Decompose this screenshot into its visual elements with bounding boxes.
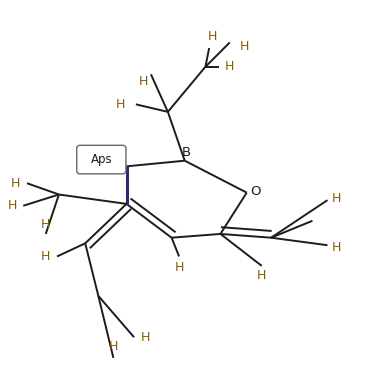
Text: H: H xyxy=(7,199,17,212)
Text: H: H xyxy=(257,269,267,282)
Text: H: H xyxy=(175,261,184,274)
Text: H: H xyxy=(141,331,150,344)
Text: O: O xyxy=(250,185,261,198)
Text: Aps: Aps xyxy=(90,153,112,166)
Text: H: H xyxy=(139,75,148,88)
Text: H: H xyxy=(240,40,250,53)
Text: H: H xyxy=(225,60,234,73)
Text: H: H xyxy=(41,250,51,263)
Text: H: H xyxy=(109,340,118,353)
Text: H: H xyxy=(116,98,126,111)
FancyBboxPatch shape xyxy=(77,145,126,174)
Text: B: B xyxy=(182,146,191,159)
Text: H: H xyxy=(41,218,51,231)
Text: H: H xyxy=(208,30,218,43)
Text: H: H xyxy=(332,240,342,254)
Text: H: H xyxy=(11,177,20,190)
Text: H: H xyxy=(332,192,342,205)
